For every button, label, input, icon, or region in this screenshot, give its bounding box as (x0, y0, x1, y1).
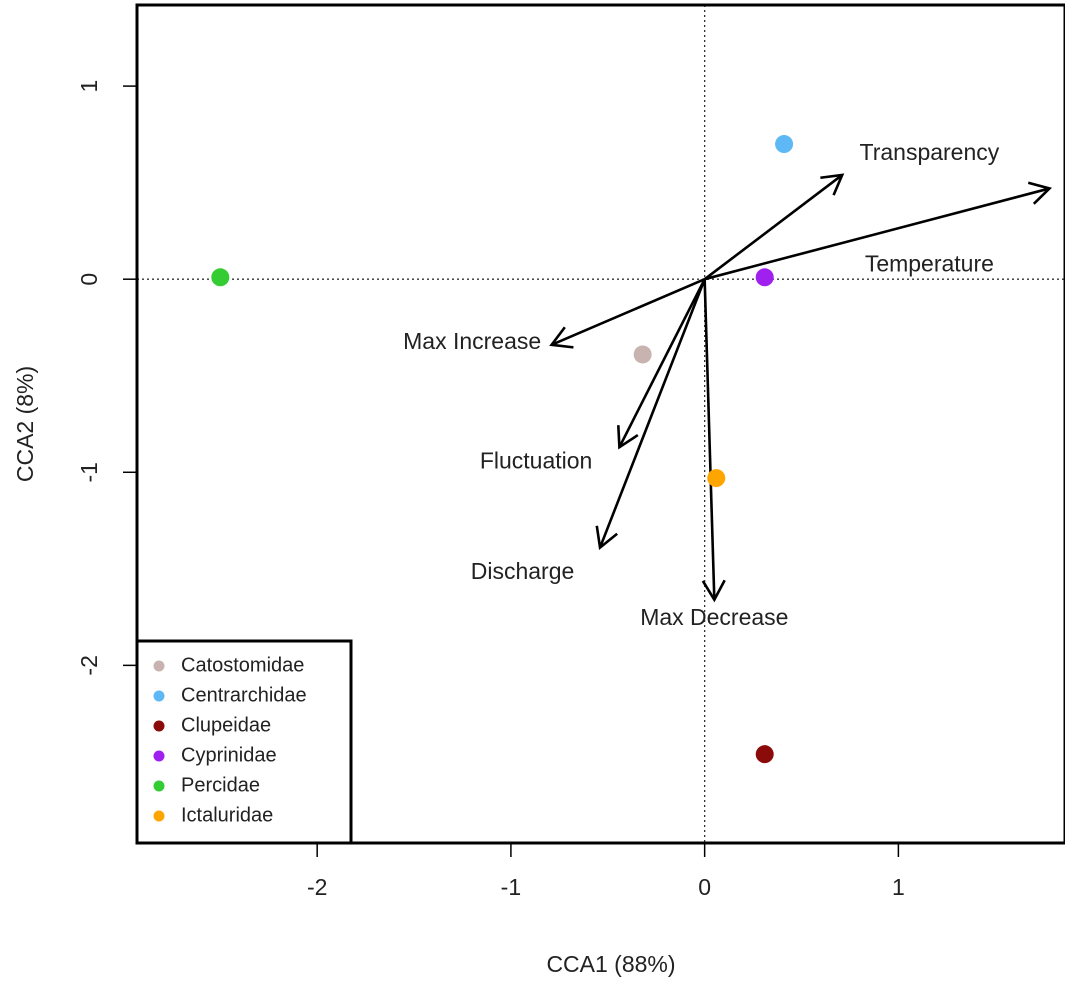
point-ictaluridae (707, 469, 726, 488)
legend-label-percidae: Percidae (181, 774, 260, 796)
environmental-vectors: Transparency Temperature Max Increase Fluct… (403, 139, 1053, 630)
family-points (211, 135, 794, 764)
point-clupeidae (755, 745, 774, 764)
legend-label-centrarchidae: Centrarchidae (181, 684, 307, 706)
vector-fluctuation-label: Fluctuation (480, 448, 593, 474)
legend-swatch-ictaluridae (153, 810, 165, 822)
legend-swatch-catostomidae (153, 660, 165, 672)
vector-max-increase-arrowhead (549, 326, 574, 349)
vector-fluctuation-line (618, 278, 706, 448)
vector-max-increase-label: Max Increase (403, 328, 541, 354)
vector-discharge-label: Discharge (471, 558, 575, 584)
vector-max-decrease-label: Max Decrease (640, 604, 788, 630)
vector-fluctuation-arrowhead (616, 425, 639, 450)
x-tick-label: -1 (501, 874, 521, 900)
legend-label-clupeidae: Clupeidae (181, 714, 271, 736)
legend-label-cyprinidae: Cyprinidae (181, 744, 277, 766)
vector-max-decrease-arrowhead (701, 579, 726, 603)
x-tick-label: 0 (698, 874, 711, 900)
legend: Catostomidae Centrarchidae Clupeidae Cyprin… (135, 639, 353, 845)
point-catostomidae (633, 345, 652, 364)
x-tick-label: -2 (307, 874, 327, 900)
plot-frame (135, 3, 1065, 845)
y-tick-label: -1 (76, 462, 102, 482)
vector-max-decrease-line (703, 279, 716, 600)
vector-transparency-label: Transparency (860, 139, 1000, 165)
y-tick-label: -2 (76, 655, 102, 675)
point-percidae (211, 268, 230, 287)
vector-temperature-arrowhead (1027, 181, 1053, 205)
legend-swatch-clupeidae (153, 720, 165, 732)
vector-transparency-line (703, 173, 843, 281)
vector-max-increase-line (551, 277, 706, 347)
y-tick-label: 0 (76, 273, 102, 286)
y-axis-title: CCA2 (8%) (12, 366, 38, 482)
y-tick-label: 1 (76, 80, 102, 93)
vector-discharge-line (598, 278, 706, 549)
x-axis-title: CCA1 (88%) (546, 951, 675, 977)
vector-temperature-label: Temperature (865, 251, 994, 277)
legend-swatch-cyprinidae (153, 750, 165, 762)
vector-discharge-arrowhead (595, 525, 618, 551)
axes: -2 -1 0 1 -2 -1 0 1 CCA1 (88%) CCA2 (8%) (12, 3, 1065, 977)
legend-swatch-percidae (153, 780, 165, 792)
legend-label-ictaluridae: Ictaluridae (181, 804, 273, 826)
point-cyprinidae (755, 268, 774, 287)
point-centrarchidae (775, 135, 794, 154)
x-tick-label: 1 (892, 874, 905, 900)
vector-temperature-line (704, 187, 1050, 281)
legend-box (135, 639, 353, 845)
legend-label-catostomidae: Catostomidae (181, 654, 304, 676)
legend-swatch-centrarchidae (153, 690, 165, 702)
vector-transparency-arrowhead (820, 173, 845, 196)
